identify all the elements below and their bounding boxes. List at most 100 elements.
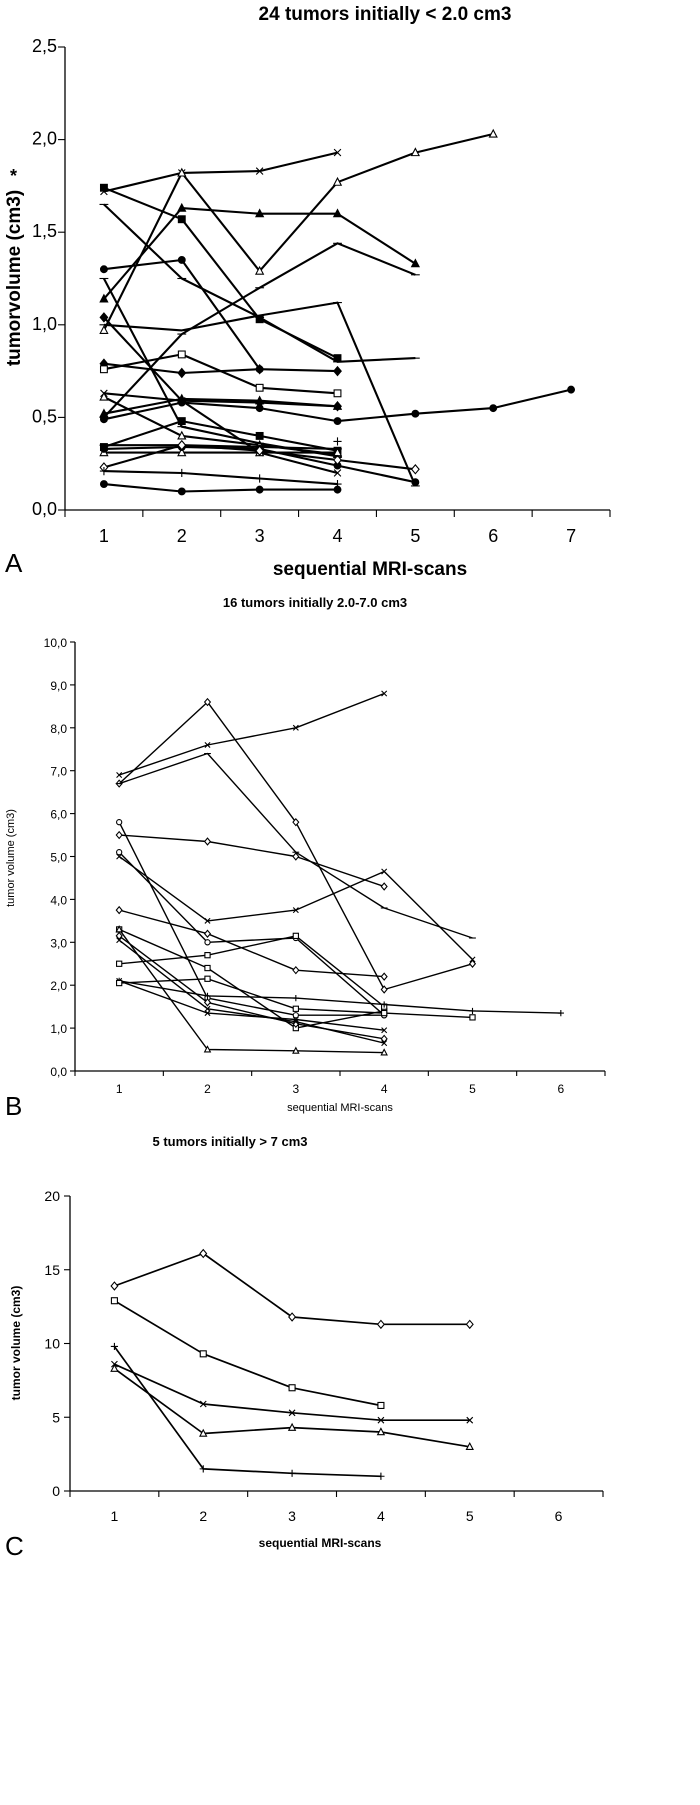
data-point — [381, 1009, 388, 1017]
chart-panel-a: A 24 tumors initially < 2.0 cm3 0,0 0,5 1,0 1… — [4, 4, 611, 580]
data-point — [99, 293, 109, 303]
data-point — [288, 1384, 296, 1392]
data-point — [292, 907, 299, 914]
series-6 — [116, 853, 476, 963]
series-1 — [116, 690, 388, 778]
data-point — [203, 1045, 212, 1053]
data-point — [110, 1342, 119, 1351]
data-point — [288, 1409, 296, 1417]
data-point — [204, 741, 211, 748]
data-point — [203, 998, 212, 1007]
x-tick-label: 5 — [469, 1082, 476, 1096]
series-line — [102, 132, 494, 331]
data-point — [99, 325, 109, 334]
series-line — [118, 939, 385, 1044]
series-line — [119, 980, 561, 1014]
series-15 — [116, 975, 476, 1021]
data-point — [110, 1281, 119, 1291]
x-tick-label: 3 — [288, 1508, 296, 1524]
data-point — [177, 430, 187, 440]
data-point — [333, 365, 342, 377]
series-11 — [99, 350, 342, 398]
data-point — [99, 444, 108, 453]
y-axis-label: tumor volume (cm3) — [5, 809, 17, 907]
series-3 — [99, 202, 421, 303]
chart-title: 5 tumors initially > 7 cm3 — [153, 1134, 308, 1149]
data-point — [332, 176, 343, 186]
series-line — [103, 470, 338, 486]
data-point — [255, 383, 264, 392]
series-line — [103, 151, 338, 193]
series-3 — [115, 752, 476, 939]
data-point — [99, 365, 108, 374]
data-point — [411, 409, 420, 418]
series-line — [118, 692, 385, 776]
data-point — [177, 167, 187, 177]
y-tick-label: 10,0 — [44, 636, 68, 650]
data-point — [468, 959, 477, 968]
data-point — [292, 1046, 300, 1054]
data-point — [381, 868, 388, 875]
series-13 — [99, 385, 576, 426]
data-point — [567, 385, 576, 394]
x-tick-label: 1 — [99, 526, 109, 546]
data-point — [177, 439, 187, 451]
y-tick-label: 10 — [44, 1336, 60, 1352]
x-axis-label: sequential MRI-scans — [273, 559, 467, 580]
y-tick-label: 2,5 — [32, 36, 57, 56]
chart-panel-c: C 5 tumors initially > 7 cm3 0 5 10 15 20 1 2 3 4 5… — [5, 1134, 604, 1561]
y-tick-label: 7,0 — [50, 765, 67, 779]
data-point — [177, 215, 186, 224]
x-tick-label: 4 — [381, 1082, 388, 1096]
y-axis-label: tumor volume (cm3) — [9, 1286, 23, 1401]
series-line — [118, 928, 385, 1054]
series-2 — [99, 128, 498, 334]
data-point — [177, 350, 186, 359]
x-tick-label: 6 — [557, 1082, 564, 1096]
series-line — [118, 935, 385, 1040]
data-point — [255, 474, 264, 483]
data-point — [99, 408, 109, 418]
x-tick-label: 3 — [255, 526, 265, 546]
series-8 — [115, 905, 388, 981]
data-point — [333, 454, 342, 466]
data-point — [177, 393, 187, 403]
data-point — [288, 1312, 297, 1322]
y-tick-label: 0 — [52, 1483, 60, 1499]
data-point — [332, 401, 343, 410]
y-axis-label: tumorvolume (cm3) — [4, 190, 25, 366]
data-point — [116, 772, 123, 778]
annotation-asterisk: * — [10, 166, 17, 186]
series-2 — [115, 697, 477, 994]
series-line — [113, 1346, 381, 1478]
data-point — [254, 395, 265, 405]
data-point — [116, 979, 123, 987]
y-tick-label: 0,0 — [50, 1065, 67, 1079]
data-point — [380, 1048, 388, 1056]
series-line — [103, 301, 417, 487]
series-line — [103, 203, 416, 363]
y-tick-label: 0,0 — [32, 499, 57, 519]
data-point — [292, 932, 299, 940]
data-point — [255, 363, 265, 375]
series-4 — [110, 1363, 474, 1450]
y-tick-label: 1,5 — [32, 221, 57, 241]
data-point — [199, 1248, 208, 1259]
data-point — [177, 202, 187, 212]
data-point — [203, 697, 212, 707]
data-point — [254, 208, 265, 218]
data-point — [557, 1009, 564, 1017]
series-line — [113, 1367, 470, 1448]
series-line — [119, 909, 385, 978]
data-point — [177, 447, 187, 457]
data-point — [377, 1472, 385, 1480]
data-point — [203, 929, 212, 938]
y-tick-label: 9,0 — [50, 679, 67, 693]
data-point — [110, 1363, 119, 1372]
x-axis-label: sequential MRI-scans — [287, 1102, 393, 1114]
x-tick-label: 5 — [410, 526, 420, 546]
data-point — [204, 1005, 211, 1012]
y-tick-label: 1,0 — [50, 1022, 67, 1036]
data-point — [292, 965, 300, 975]
data-point — [466, 1416, 474, 1424]
